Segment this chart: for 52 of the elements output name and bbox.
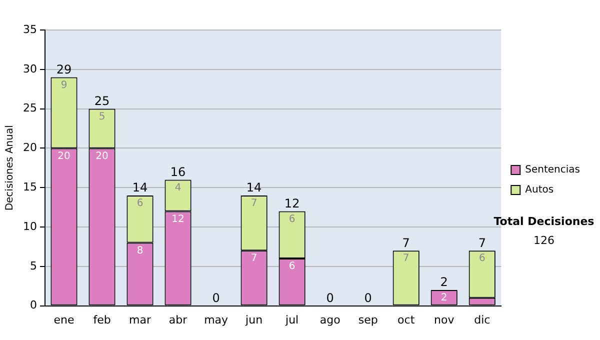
x-tick-label: mar (129, 313, 152, 326)
x-tick-label: oct (398, 313, 416, 326)
y-tick-label: 30 (22, 62, 37, 76)
x-tick-label: dic (474, 313, 490, 326)
total-label: 7 (402, 236, 410, 250)
legend-label: Sentencias (525, 164, 580, 176)
x-tick-label: abr (168, 313, 188, 326)
x-tick-label: may (204, 313, 229, 326)
data-label: 6 (478, 253, 486, 264)
data-label: 6 (136, 198, 144, 210)
x-tick-label: ene (54, 313, 74, 326)
data-label: 12 (172, 214, 184, 225)
x-tick-label: ago (320, 313, 341, 326)
total-label: 0 (364, 290, 372, 305)
y-tick-label: 0 (30, 298, 37, 312)
data-label: 6 (288, 214, 296, 225)
data-label: 2 (440, 292, 448, 304)
y-tick-label: 10 (22, 220, 37, 233)
y-tick-label: 20 (22, 141, 37, 154)
data-label: 4 (174, 182, 182, 194)
total-label: 25 (94, 94, 110, 108)
y-tick-label: 25 (22, 102, 37, 115)
y-axis-title: Decisiones Anual (4, 125, 16, 211)
total-label: 14 (132, 180, 148, 195)
data-label: 6 (288, 261, 296, 272)
annotation: Total Decisiones (492, 215, 596, 228)
y-tick-label: 15 (22, 180, 37, 194)
total-label: 14 (246, 180, 262, 195)
data-label: 8 (136, 245, 144, 256)
data-label: 7 (250, 198, 258, 210)
data-label: 9 (60, 80, 68, 91)
x-tick-label: jul (284, 313, 299, 326)
total-label: 0 (326, 290, 334, 305)
total-label: 0 (212, 290, 220, 305)
total-label: 12 (284, 196, 300, 210)
data-label: 20 (96, 150, 108, 162)
total-label: 2 (440, 275, 448, 290)
total-label: 7 (478, 236, 486, 250)
x-tick-label: feb (93, 313, 111, 326)
x-tick-label: jun (244, 313, 263, 326)
y-tick-label: 5 (30, 259, 37, 272)
data-label: 7 (402, 253, 410, 264)
data-label: 20 (58, 150, 70, 162)
total-label: 29 (56, 62, 72, 76)
total-label: 16 (170, 164, 186, 179)
x-tick-label: nov (434, 313, 455, 326)
text: 126 (532, 234, 556, 247)
data-label: 7 (250, 253, 258, 264)
data-label: 5 (98, 111, 106, 122)
y-tick-label: 35 (22, 22, 37, 36)
x-tick-label: sep (358, 313, 378, 326)
legend-label: Autos (525, 184, 554, 196)
